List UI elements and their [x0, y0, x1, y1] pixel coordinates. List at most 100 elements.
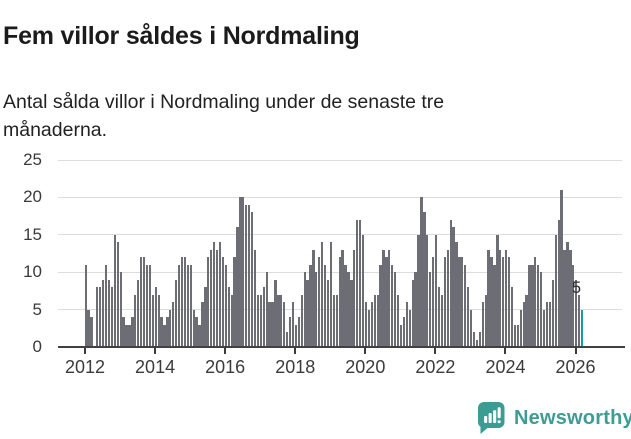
bar — [271, 302, 274, 347]
chart-subtitle: Antal sålda villor i Nordmaling under de… — [3, 90, 445, 141]
bar — [566, 242, 569, 347]
bar — [309, 264, 312, 347]
bar — [373, 294, 376, 347]
bar — [391, 264, 394, 347]
x-axis-label: 2024 — [485, 357, 526, 377]
bar — [344, 264, 347, 347]
bar — [437, 287, 441, 347]
bar — [364, 302, 368, 347]
bar — [563, 249, 566, 347]
bar — [285, 332, 289, 347]
bar — [148, 264, 152, 347]
bar — [350, 279, 353, 347]
x-axis-tick — [154, 348, 157, 355]
bar — [487, 249, 490, 347]
bar — [116, 242, 119, 347]
bar — [104, 264, 108, 347]
bar — [297, 317, 300, 347]
bar — [522, 302, 525, 347]
bar — [569, 249, 572, 347]
bar — [250, 212, 254, 347]
bar — [385, 257, 388, 347]
bar — [166, 317, 169, 347]
brand-footer: Newsworthy — [476, 401, 631, 435]
bar — [540, 272, 543, 347]
x-axis-tick — [224, 348, 227, 355]
x-axis-label: 2012 — [64, 357, 106, 377]
bar — [137, 279, 140, 347]
bar — [423, 212, 426, 347]
y-axis-label: 0 — [32, 337, 42, 356]
bar — [204, 287, 207, 347]
bar — [534, 257, 537, 347]
bar — [323, 264, 327, 347]
bar — [198, 324, 201, 347]
bar — [575, 279, 578, 347]
bar — [221, 257, 225, 347]
bar — [545, 302, 549, 347]
bar — [443, 257, 446, 347]
bar — [210, 249, 213, 347]
y-axis-label: 10 — [23, 262, 42, 282]
bar — [420, 197, 423, 347]
x-axis-tick — [294, 348, 297, 355]
highlighted-bar — [580, 309, 584, 347]
bar — [496, 234, 499, 347]
bar — [504, 249, 508, 347]
bar — [242, 197, 245, 347]
bar — [434, 234, 438, 347]
bar — [356, 219, 359, 347]
bar — [177, 264, 181, 347]
bar — [478, 332, 481, 347]
bar — [218, 242, 222, 347]
y-axis-label: 25 — [23, 150, 42, 169]
bar — [134, 294, 137, 347]
bar — [291, 302, 295, 347]
bar — [142, 257, 146, 347]
bar — [388, 249, 391, 347]
y-axis-label: 20 — [23, 187, 42, 207]
bar — [358, 219, 362, 347]
bar — [283, 302, 286, 347]
bar — [467, 287, 470, 347]
bar — [183, 257, 187, 347]
bar — [189, 264, 192, 347]
bar — [402, 317, 406, 347]
bar — [525, 294, 528, 347]
bar — [461, 257, 464, 347]
bar — [131, 317, 134, 347]
bar — [469, 309, 473, 347]
bar — [326, 279, 330, 347]
bar — [253, 249, 257, 347]
bar — [172, 302, 175, 347]
bar — [256, 294, 260, 347]
bar — [493, 264, 496, 347]
bar — [458, 257, 461, 347]
bar — [215, 249, 219, 347]
x-axis-line — [58, 345, 625, 349]
bar — [490, 257, 493, 347]
bar — [321, 242, 324, 347]
bar — [329, 242, 333, 347]
bar — [122, 317, 125, 347]
bar — [151, 294, 154, 347]
bar — [169, 309, 172, 347]
bar — [163, 324, 166, 347]
bar — [338, 257, 341, 347]
bar — [347, 272, 350, 347]
x-axis-tick — [574, 348, 577, 355]
bar — [502, 257, 505, 347]
x-axis-tick — [84, 348, 86, 355]
bar — [370, 302, 373, 347]
bar — [125, 324, 128, 347]
bar — [315, 272, 318, 347]
bar — [332, 294, 335, 347]
bar — [119, 272, 122, 347]
bar — [180, 257, 184, 347]
chart-title: Fem villor såldes i Nordmaling — [3, 21, 360, 50]
bar — [201, 302, 204, 347]
x-axis-label: 2016 — [205, 357, 246, 377]
bar — [572, 264, 575, 347]
bar — [440, 294, 444, 347]
y-axis-label: 15 — [23, 224, 42, 244]
